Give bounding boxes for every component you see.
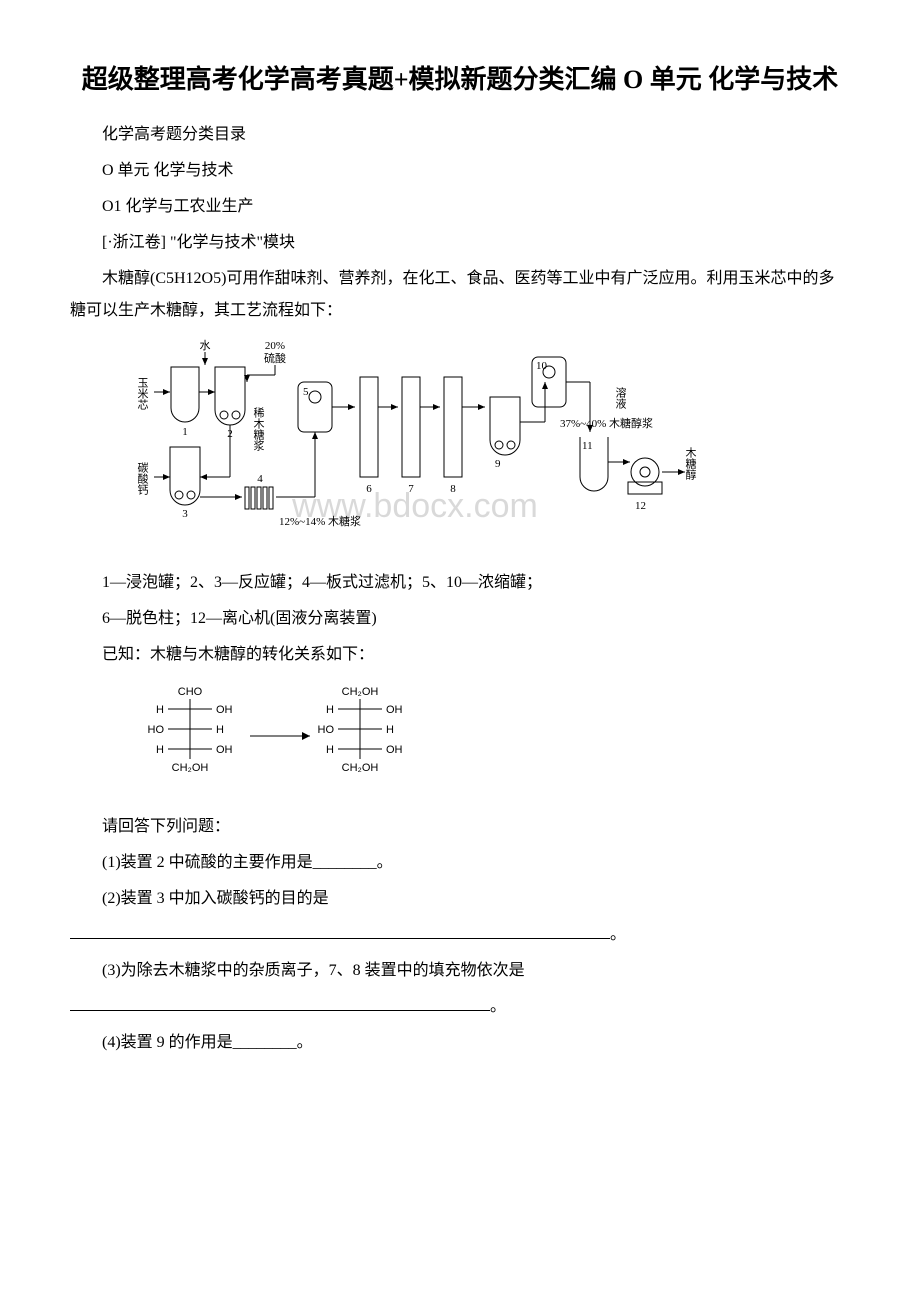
- section-heading: O1 化学与工农业生产: [70, 191, 850, 223]
- svg-text:CHO: CHO: [178, 686, 203, 698]
- svg-text:溶液: 溶液: [614, 386, 627, 410]
- svg-text:5: 5: [303, 386, 309, 398]
- svg-text:水: 水: [200, 339, 211, 352]
- svg-text:9: 9: [495, 458, 501, 470]
- question-3-line: 。: [70, 991, 850, 1023]
- legend-line-2: 6—脱色柱；12—离心机(固液分离装置): [70, 603, 850, 635]
- svg-text:H: H: [216, 724, 224, 736]
- question-1: (1)装置 2 中硫酸的主要作用是________。: [70, 847, 850, 879]
- flowchart-svg: www.bdocx.com玉米芯碳酸钙水1220%硫酸3稀木糖浆4512%~14…: [130, 337, 700, 557]
- svg-text:10: 10: [536, 360, 548, 372]
- svg-text:8: 8: [450, 483, 456, 495]
- svg-text:OH: OH: [386, 704, 403, 716]
- svg-text:木糖醇: 木糖醇: [684, 447, 697, 480]
- period: 。: [490, 998, 506, 1015]
- svg-text:4: 4: [257, 473, 263, 485]
- svg-text:CH₂OH: CH₂OH: [342, 762, 379, 774]
- svg-text:HO: HO: [318, 724, 335, 736]
- svg-text:6: 6: [366, 483, 372, 495]
- svg-text:1: 1: [182, 426, 188, 438]
- toc-heading: 化学高考题分类目录: [70, 119, 850, 151]
- svg-text:CH₂OH: CH₂OH: [342, 686, 379, 698]
- svg-text:12: 12: [635, 500, 646, 512]
- intro-para: 木糖醇(C5H12O5)可用作甜味剂、营养剂，在化工、食品、医药等工业中有广泛应…: [70, 263, 850, 327]
- svg-text:3: 3: [182, 508, 188, 520]
- svg-text:OH: OH: [386, 744, 403, 756]
- question-2-line: 。: [70, 919, 850, 951]
- svg-text:硫酸: 硫酸: [264, 351, 286, 365]
- svg-text:7: 7: [408, 483, 414, 495]
- page-title: 超级整理高考化学高考真题+模拟新题分类汇编 O 单元 化学与技术: [70, 60, 850, 99]
- blank-line: [70, 923, 610, 939]
- question-lead: 请回答下列问题：: [70, 811, 850, 843]
- known-line: 已知：木糖与木糖醇的转化关系如下：: [70, 639, 850, 671]
- svg-text:OH: OH: [216, 704, 233, 716]
- period: 。: [610, 926, 626, 943]
- question-3: (3)为除去木糖浆中的杂质离子，7、8 装置中的填充物依次是: [70, 955, 850, 987]
- svg-text:稀木糖浆: 稀木糖浆: [252, 407, 265, 451]
- svg-text:玉米芯: 玉米芯: [136, 377, 149, 410]
- blank-line: [70, 995, 490, 1011]
- svg-text:11: 11: [582, 440, 593, 452]
- svg-text:H: H: [326, 704, 334, 716]
- svg-text:H: H: [156, 744, 164, 756]
- structure-svg: CHOHOHHOHHOHCH₂OHCH₂OHHOHHOHHOHCH₂OH: [130, 681, 430, 801]
- svg-text:H: H: [386, 724, 394, 736]
- svg-text:37%~40% 木糖醇浆: 37%~40% 木糖醇浆: [560, 416, 653, 430]
- structure-figure: CHOHOHHOHHOHCH₂OHCH₂OHHOHHOHHOHCH₂OH: [130, 681, 850, 801]
- flowchart-figure: www.bdocx.com玉米芯碳酸钙水1220%硫酸3稀木糖浆4512%~14…: [130, 337, 850, 557]
- svg-text:碳酸钙: 碳酸钙: [136, 461, 149, 495]
- legend-line-1: 1—浸泡罐；2、3—反应罐；4—板式过滤机；5、10—浓缩罐；: [70, 567, 850, 599]
- unit-heading: O 单元 化学与技术: [70, 155, 850, 187]
- svg-text:H: H: [156, 704, 164, 716]
- source-label: [·浙江卷] "化学与技术"模块: [70, 227, 850, 259]
- svg-text:20%: 20%: [265, 340, 285, 352]
- svg-text:CH₂OH: CH₂OH: [172, 762, 209, 774]
- question-2: (2)装置 3 中加入碳酸钙的目的是: [70, 883, 850, 915]
- svg-text:HO: HO: [148, 724, 165, 736]
- question-4: (4)装置 9 的作用是________。: [70, 1027, 850, 1059]
- svg-text:12%~14% 木糖浆: 12%~14% 木糖浆: [279, 514, 361, 528]
- svg-text:H: H: [326, 744, 334, 756]
- svg-text:OH: OH: [216, 744, 233, 756]
